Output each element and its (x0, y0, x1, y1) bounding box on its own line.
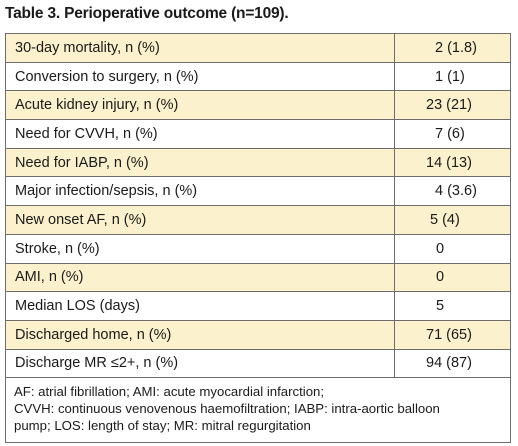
row-label: Discharged home, n (%) (6, 320, 395, 349)
row-label: Stroke, n (%) (6, 234, 395, 263)
row-label: Need for IABP, n (%) (6, 148, 395, 177)
row-label: New onset AF, n (%) (6, 206, 395, 234)
table-row: Median LOS (days) 5 (6, 292, 510, 321)
row-label: 30-day mortality, n (%) (6, 34, 395, 62)
row-value: 2 (1.8) (435, 39, 477, 56)
row-value: 23 (21) (426, 97, 472, 114)
table-row: Major infection/sepsis, n (%) 4 (3.6) (6, 177, 510, 207)
row-label: Acute kidney injury, n (%) (6, 91, 395, 120)
row-value: 94 (87) (426, 355, 472, 372)
row-label: Median LOS (days) (6, 292, 395, 320)
footnote-line: AF: atrial fibrillation; AMI: acute myoc… (14, 384, 325, 400)
table-row: Discharge MR ≤2+, n (%) 94 (87) (6, 349, 510, 379)
table-row: AMI, n (%) 0 (6, 263, 510, 293)
row-label: Conversion to surgery, n (%) (6, 62, 395, 91)
table-row: Discharged home, n (%) 71 (65) (6, 320, 510, 350)
row-value: 1 (1) (435, 68, 465, 85)
table-footnote: AF: atrial fibrillation; AMI: acute myoc… (6, 378, 510, 443)
row-value: 7 (6) (435, 125, 465, 142)
row-value: 0 (436, 240, 445, 257)
table-row: Conversion to surgery, n (%) 1 (1) (6, 62, 510, 92)
row-value: 71 (65) (426, 326, 472, 343)
row-value: 0 (436, 269, 445, 286)
table-title: Table 3. Perioperative outcome (n=109). (5, 5, 289, 22)
table-row: 30-day mortality, n (%) 2 (1.8) (6, 34, 510, 63)
table-row: Acute kidney injury, n (%) 23 (21) (6, 91, 510, 121)
table-row: Need for IABP, n (%) 14 (13) (6, 148, 510, 178)
row-value: 5 (436, 298, 445, 315)
row-label: Major infection/sepsis, n (%) (6, 177, 395, 206)
table-row: Stroke, n (%) 0 (6, 234, 510, 264)
row-label: Discharge MR ≤2+, n (%) (6, 349, 395, 378)
footnote-line: pump; LOS: length of stay; MR: mitral re… (14, 418, 311, 434)
row-label: Need for CVVH, n (%) (6, 120, 395, 148)
table-row: New onset AF, n (%) 5 (4) (6, 206, 510, 235)
table-row: Need for CVVH, n (%) 7 (6) (6, 120, 510, 149)
row-value: 5 (4) (430, 211, 460, 228)
row-value: 4 (3.6) (435, 183, 477, 200)
outcome-table: 30-day mortality, n (%) 2 (1.8) Conversi… (5, 33, 511, 444)
row-label: AMI, n (%) (6, 263, 395, 292)
row-value: 14 (13) (426, 154, 472, 171)
footnote-line: CVVH: continuous venovenous haemofiltrat… (14, 401, 440, 417)
